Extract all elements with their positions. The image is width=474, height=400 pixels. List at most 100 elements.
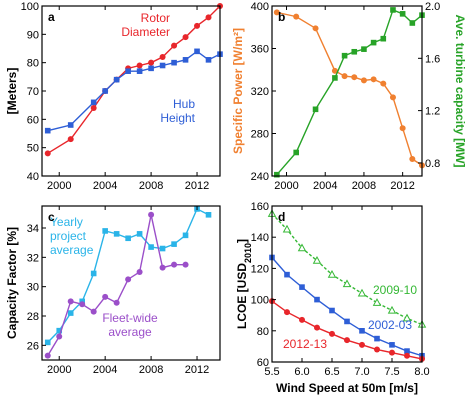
annotation-label: Yearly [50, 215, 83, 229]
y-tick-label: 60 [27, 114, 39, 126]
data-point [56, 327, 63, 334]
y-tick-label: 90 [27, 29, 39, 41]
annotation-label: 2009-10 [373, 283, 417, 297]
data-point [312, 255, 322, 264]
data-point [136, 231, 143, 237]
y-tick-label: 80 [27, 58, 39, 70]
y-tick-label: 30 [27, 282, 39, 294]
data-point [102, 293, 109, 300]
data-point [390, 7, 396, 13]
x-tick-label: 6.5 [324, 366, 339, 378]
series-line [271, 213, 423, 326]
data-point [374, 335, 380, 342]
x-tick-label: 2008 [139, 364, 163, 376]
data-point [90, 308, 97, 315]
x-tick-label: 2000 [47, 180, 71, 192]
annotation-label: average [108, 325, 152, 339]
series-line [276, 11, 423, 166]
x-tick-label: 2012 [185, 364, 209, 376]
x-tick-label: 2000 [47, 364, 71, 376]
data-point [171, 241, 177, 247]
data-point [372, 298, 382, 306]
data-point [274, 171, 280, 178]
data-point [273, 9, 280, 16]
annotation-label: Diameter [121, 25, 170, 39]
data-point [148, 65, 154, 72]
x-tick-label: 7.0 [354, 366, 369, 378]
annotation-label: average [50, 243, 94, 257]
y-axis-label-right: Ave. turbine capacity [MW] [453, 15, 467, 168]
data-point [370, 76, 377, 83]
data-point [102, 88, 108, 94]
panel-b: 2000 2004 2008 2012 240 280 320 360 400 0.8 1.2 1.6… [231, 1, 467, 192]
plot-frame [271, 205, 423, 363]
x-tick-label: 8.0 [414, 366, 429, 378]
data-point [360, 77, 367, 84]
data-point [361, 46, 367, 52]
x-tick-label: 5.5 [264, 366, 279, 378]
data-point [389, 349, 395, 356]
data-point [182, 261, 189, 268]
data-point [194, 22, 201, 29]
data-point [409, 20, 416, 26]
annotation-label: 2012-13 [283, 337, 327, 351]
data-point [182, 34, 189, 41]
y-tick-label: 160 [251, 201, 269, 213]
data-point [159, 54, 166, 60]
data-point [90, 270, 97, 277]
y-tick-label: 240 [251, 171, 269, 183]
data-point [327, 270, 337, 278]
panel-label: a [48, 10, 55, 24]
x-tick-label: 6.0 [294, 366, 309, 378]
x-tick-label: 2012 [185, 180, 209, 192]
data-point [409, 156, 416, 162]
annotation-label: Height [160, 111, 195, 125]
data-point [194, 48, 200, 55]
data-point [374, 346, 380, 353]
data-point [67, 122, 74, 128]
data-point [136, 62, 143, 69]
y-tick-label: 34 [27, 223, 39, 235]
data-point [44, 352, 51, 359]
y-axis-label: [Meters] [5, 68, 19, 115]
data-point [370, 39, 377, 46]
y-axis-label: Capacity Factor [%] [5, 227, 19, 339]
data-point [402, 313, 412, 322]
data-point [404, 348, 410, 354]
panel-c: 2000 2004 2008 2012 26 28 30 32 34 Capacity Facto… [5, 205, 221, 376]
data-point [125, 68, 131, 74]
data-point [359, 328, 365, 334]
data-point [182, 57, 189, 63]
x-tick-label: 2004 [93, 364, 117, 376]
y-tick-label: 1.6 [425, 53, 440, 65]
y-tick-label: 40 [27, 171, 39, 183]
data-point [90, 99, 97, 106]
data-point [329, 330, 335, 337]
data-point [297, 243, 307, 252]
data-point [332, 75, 338, 81]
data-point [293, 149, 299, 156]
data-point [399, 125, 406, 132]
x-axis-label: Wind Speed at 50m [m/s] [276, 381, 418, 395]
annotation-label: Rotor [141, 11, 170, 25]
data-point [44, 127, 51, 134]
data-point [136, 269, 143, 275]
data-point [293, 13, 300, 20]
data-point [171, 59, 177, 66]
data-point [314, 296, 320, 303]
data-point [44, 339, 51, 346]
data-point [312, 106, 319, 113]
x-tick-label: 2000 [274, 180, 298, 192]
data-point [182, 232, 189, 239]
data-point [171, 261, 178, 268]
annotation-label: Hub [173, 97, 195, 111]
y-tick-label: 28 [27, 311, 39, 323]
data-point [102, 228, 108, 234]
data-point [341, 52, 348, 59]
x-tick-label: 2008 [352, 180, 376, 192]
panel-label: c [48, 210, 55, 224]
y-tick-label: 26 [27, 340, 39, 352]
data-point [159, 245, 166, 252]
data-point [67, 310, 74, 316]
data-point [344, 318, 350, 325]
